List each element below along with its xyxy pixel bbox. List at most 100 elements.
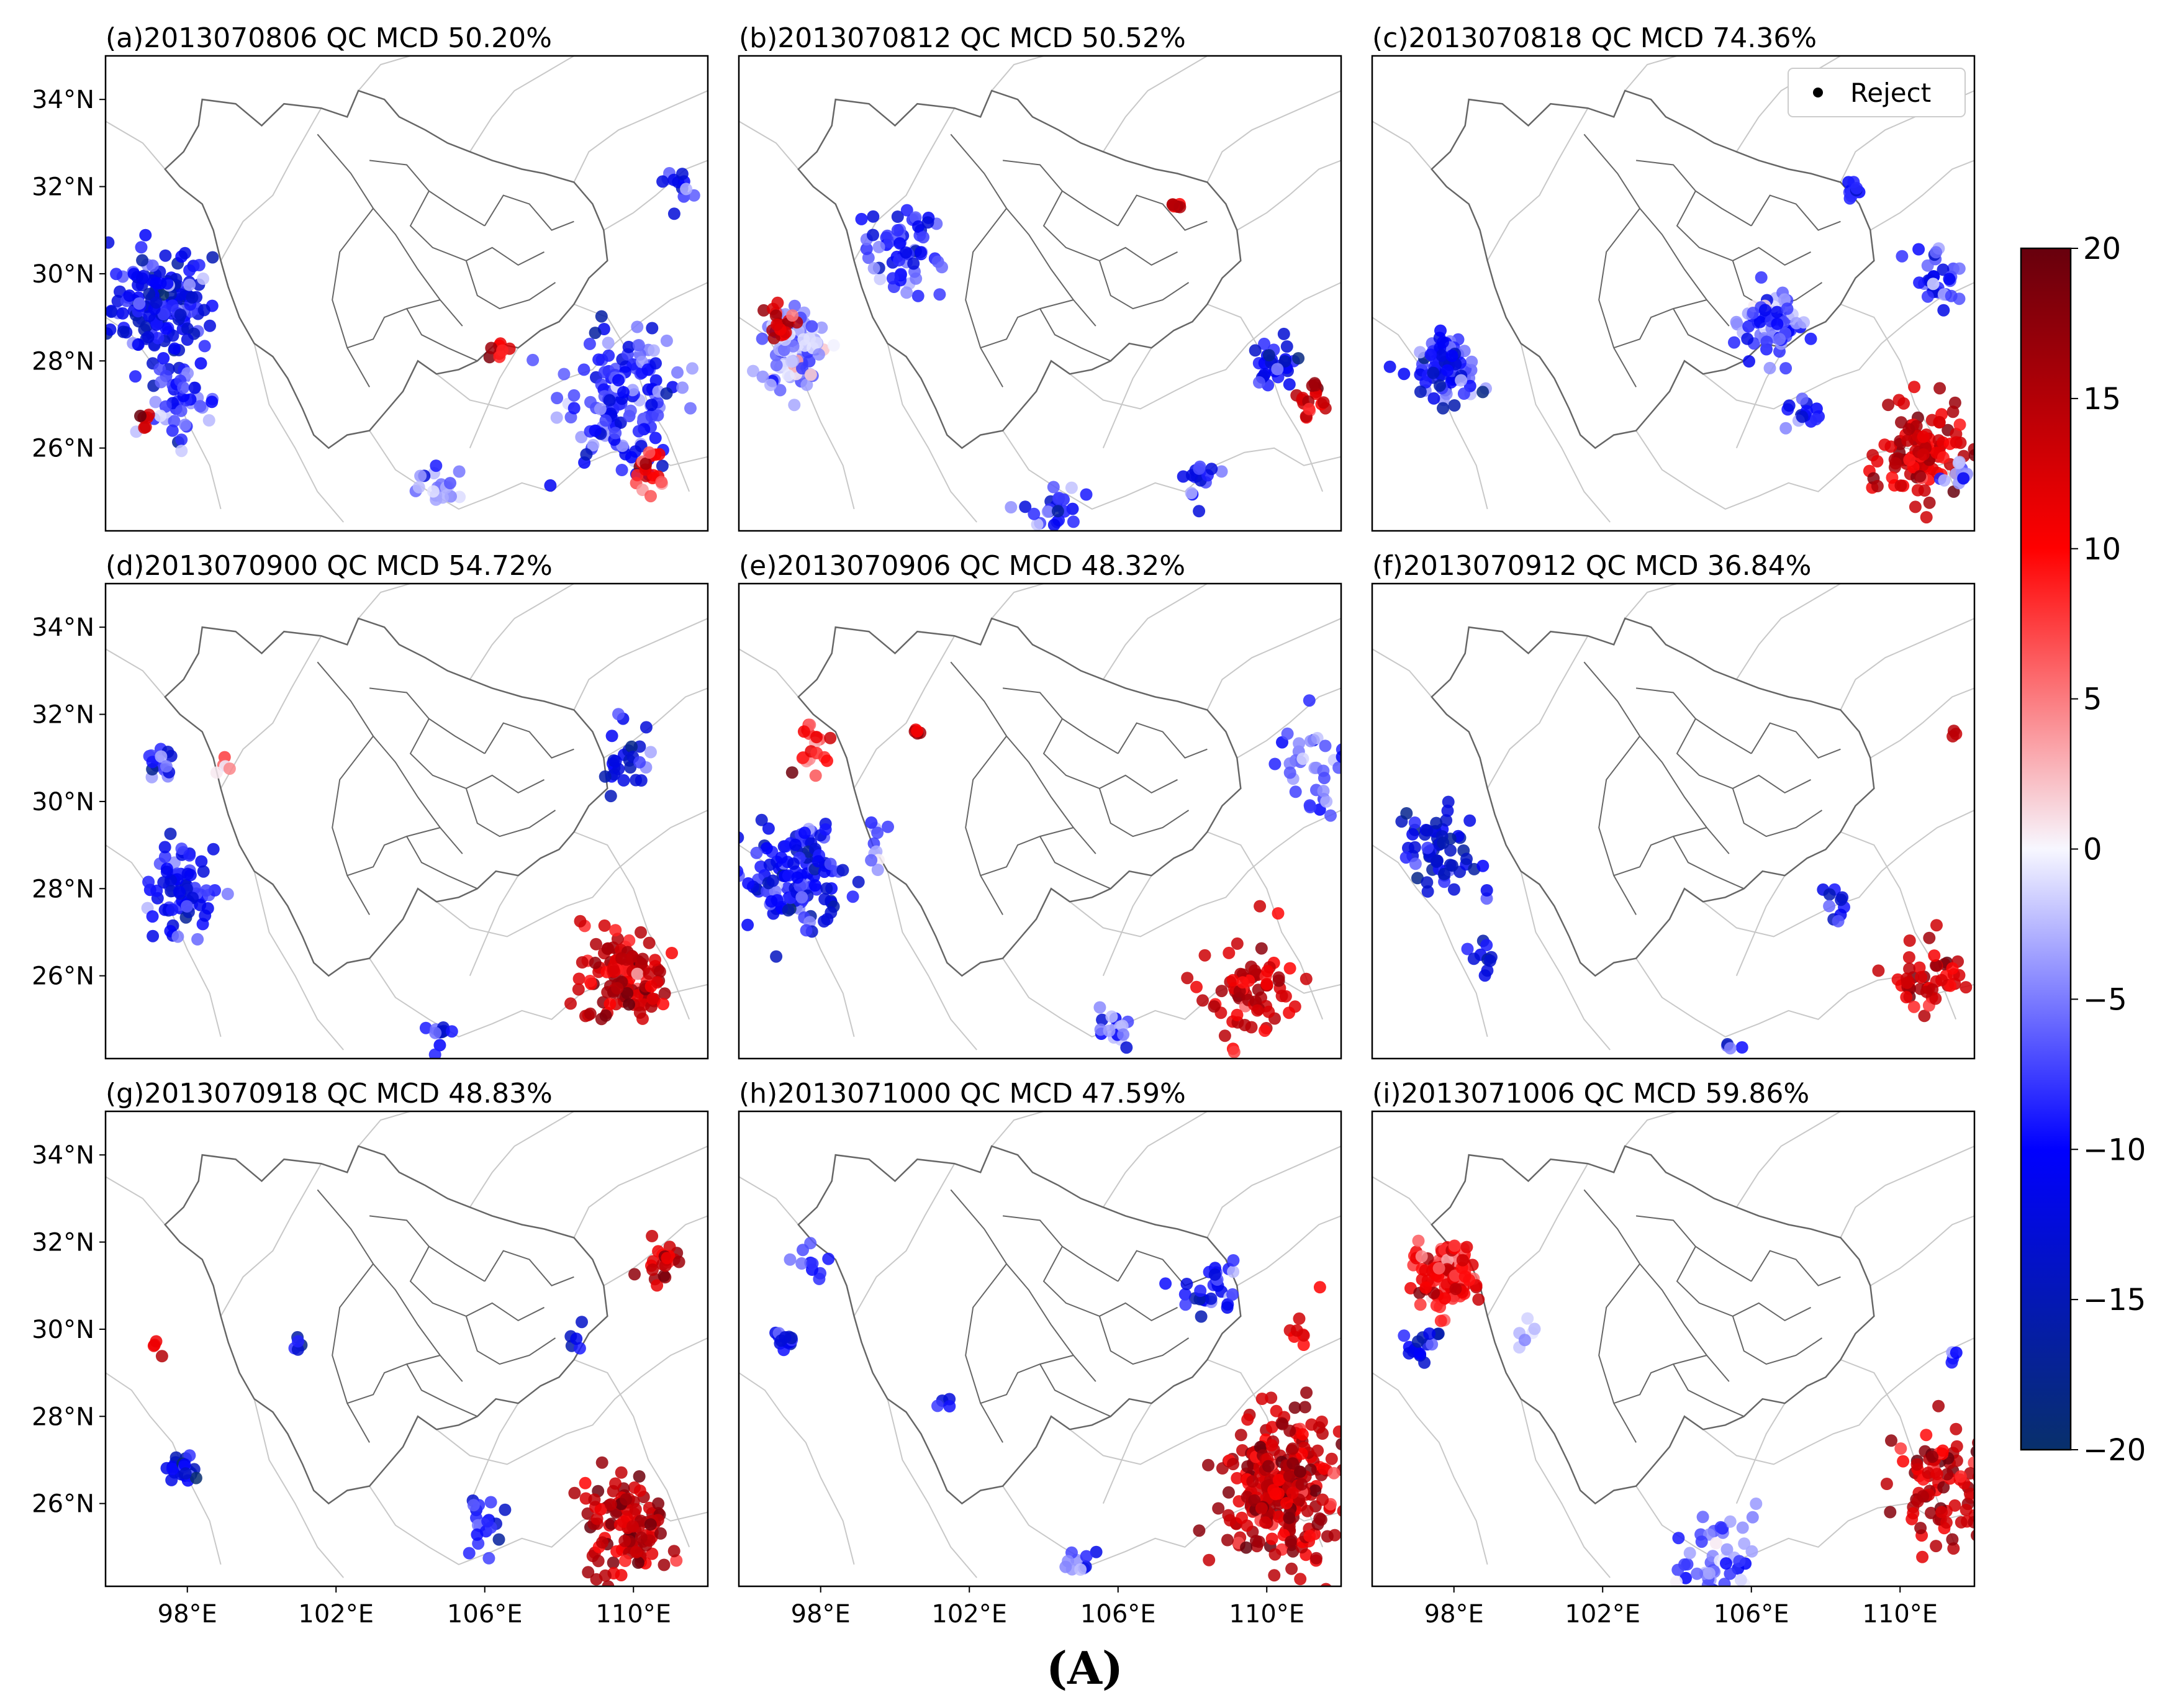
observation-point	[1913, 276, 1926, 289]
prefecture-boundary	[1673, 308, 1745, 362]
observation-point	[1261, 965, 1274, 978]
observation-point	[796, 362, 808, 375]
background-boundary	[220, 635, 322, 789]
observation-point	[1901, 972, 1913, 985]
observation-point	[676, 381, 689, 394]
observation-point	[1850, 182, 1863, 194]
observation-point	[147, 1339, 160, 1352]
background-boundary	[1735, 347, 1786, 449]
prefecture-boundary	[406, 1363, 478, 1417]
panel-title: (a)2013070806 QC MCD 50.20%	[106, 22, 552, 54]
x-tick-label: 110°E	[1229, 1600, 1304, 1629]
observation-point	[184, 869, 197, 882]
observation-point	[197, 304, 210, 317]
panel-7: (h)2013071000 QC MCD 47.59% 98°E 102°E 106°…	[738, 1078, 1342, 1629]
observation-point	[1272, 971, 1285, 984]
background-boundary	[991, 584, 1044, 619]
observation-point	[1218, 1029, 1231, 1042]
panel-title: (f)2013070912 QC MCD 36.84%	[1372, 550, 1811, 582]
observation-point	[1823, 900, 1836, 913]
observation-point	[883, 235, 896, 248]
colorbar-tick-label: −5	[2083, 982, 2127, 1017]
observation-point	[1447, 883, 1460, 896]
observation-point	[142, 875, 155, 888]
x-tick-label: 98°E	[1424, 1600, 1484, 1629]
prefecture-boundary	[406, 836, 478, 890]
observation-point	[177, 381, 190, 394]
observation-point	[1476, 386, 1490, 399]
observation-point	[599, 1569, 612, 1582]
observation-point	[1241, 1460, 1254, 1473]
observation-point	[646, 992, 659, 1005]
observation-point	[900, 246, 913, 259]
observation-point	[206, 395, 219, 409]
observation-point	[797, 725, 810, 738]
observation-point	[150, 884, 163, 897]
observation-point	[136, 254, 149, 267]
observation-point	[656, 175, 669, 188]
observation-point	[1047, 481, 1060, 494]
observation-point	[630, 1546, 643, 1558]
observation-point	[1300, 972, 1313, 985]
background-boundary	[887, 1398, 977, 1578]
observation-point	[602, 349, 615, 362]
observation-point	[1251, 1004, 1264, 1017]
observation-point	[544, 479, 557, 492]
observation-point	[1734, 1573, 1747, 1586]
observation-point	[775, 851, 788, 864]
observation-point	[1303, 402, 1316, 415]
legend-label: Reject	[1850, 78, 1931, 108]
observation-point	[860, 242, 873, 255]
prefecture-boundary	[965, 735, 1007, 915]
observation-point	[1398, 368, 1411, 381]
observation-point	[412, 481, 425, 494]
observation-point	[739, 865, 744, 877]
observation-point	[1293, 1312, 1306, 1325]
background-boundary	[573, 618, 708, 710]
observation-point	[1227, 1046, 1241, 1059]
background-boundary	[887, 343, 977, 523]
province-outline	[164, 89, 608, 450]
observation-point	[1434, 324, 1447, 337]
observation-point	[621, 987, 634, 1000]
observation-point	[672, 1255, 685, 1268]
observation-point	[651, 1279, 664, 1292]
observation-point	[1283, 757, 1296, 770]
observation-point	[810, 731, 823, 744]
observation-point	[1440, 814, 1453, 827]
background-boundary	[1372, 844, 1488, 1037]
observation-point	[1281, 727, 1294, 740]
observation-point	[1304, 734, 1317, 748]
observation-point	[1284, 1535, 1297, 1548]
background-boundary	[574, 1359, 690, 1548]
background-boundary	[1102, 875, 1152, 977]
observation-point	[1337, 1505, 1341, 1517]
observation-point	[1935, 1506, 1948, 1519]
observation-point	[1456, 1254, 1469, 1267]
observation-point	[1885, 1434, 1897, 1447]
observation-point	[1198, 949, 1211, 962]
observation-point	[1953, 262, 1966, 275]
observation-point	[1441, 804, 1454, 817]
observation-point	[577, 363, 590, 376]
observation-point	[1914, 1522, 1927, 1535]
panel-6: (g)2013070918 QC MCD 48.83% 26°N 28°N 30°N 3…	[32, 1078, 709, 1629]
observation-point	[900, 286, 913, 299]
observation-point	[484, 1496, 497, 1509]
observation-point	[567, 402, 581, 415]
observation-point	[1472, 1293, 1485, 1306]
observation-point	[1913, 961, 1926, 974]
observation-point	[1999, 1496, 2012, 1508]
observation-point	[1679, 1618, 1691, 1630]
observation-point	[917, 231, 929, 244]
observation-point	[1960, 1504, 1973, 1516]
prefecture-boundary	[484, 194, 574, 231]
observation-point	[1231, 937, 1244, 950]
y-tick-label: 30°N	[32, 788, 94, 816]
panel-frame	[1371, 1110, 1976, 1588]
observation-point	[1779, 422, 1793, 435]
observation-point	[1430, 816, 1443, 829]
observation-point	[1221, 1301, 1234, 1314]
observation-point	[1260, 977, 1273, 990]
panel-background	[739, 56, 1341, 531]
